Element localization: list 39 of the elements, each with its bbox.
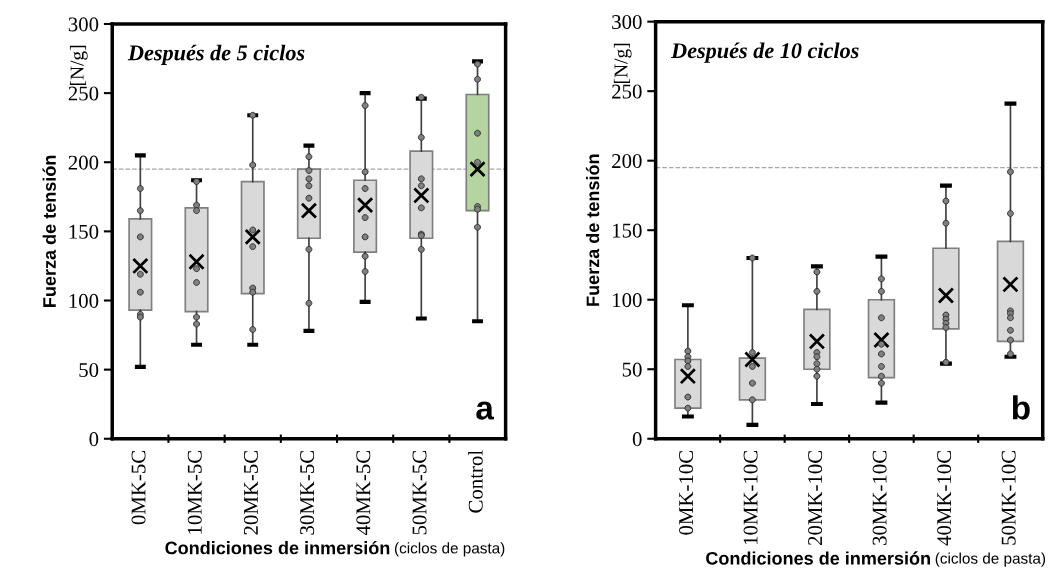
x-axis-title: Condiciones de inmersión xyxy=(706,551,930,565)
y-tick-label: 150 xyxy=(613,223,642,238)
y-axis-title: Fuerza de tensión xyxy=(585,154,600,306)
x-tick-label: 50MK-10C xyxy=(1001,451,1016,545)
y-tick-label: 0 xyxy=(632,432,642,447)
x-tick-label: 20MK-5C xyxy=(243,451,258,535)
y-tick-label: 250 xyxy=(68,86,99,101)
x-tick-label: 10MK-10C xyxy=(743,451,758,545)
text: (ciclos de pasta) xyxy=(394,542,505,557)
text: [N/g] xyxy=(69,45,88,86)
x-tick-label: 20MK-10C xyxy=(808,451,823,546)
y-tick-label: 100 xyxy=(613,293,642,308)
text: (ciclos de pasta) xyxy=(935,552,1046,567)
y-tick-label: 250 xyxy=(612,84,642,99)
y-tick-label: 0 xyxy=(89,432,99,447)
x-axis-title: Condiciones de inmersión xyxy=(165,540,390,555)
y-tick-label: 50 xyxy=(79,363,99,378)
y-tick-label: 50 xyxy=(622,362,642,377)
y-tick-label: 300 xyxy=(612,15,642,30)
y-axis-title: Fuerza de tensión xyxy=(42,155,56,307)
x-tick-label: 30MK-10C xyxy=(872,451,887,545)
x-tick-label: 10MK-5C xyxy=(187,451,202,534)
text: [N/g] xyxy=(613,43,632,83)
annotation: b xyxy=(1012,395,1030,420)
text: Después de 10 ciclos xyxy=(670,42,859,63)
x-tick-label: 30MK-5C xyxy=(300,451,315,535)
y-tick-label: 200 xyxy=(612,154,642,169)
y-tick-label: 150 xyxy=(69,224,99,239)
x-tick-label: 40MK-10C xyxy=(937,451,952,546)
x-tick-label: 0MK-5C xyxy=(131,451,146,525)
y-tick-label: 300 xyxy=(68,17,99,32)
x-tick-label: Control xyxy=(468,450,483,513)
y-tick-label: 100 xyxy=(69,293,99,308)
y-tick-label: 200 xyxy=(68,155,99,170)
x-tick-label: 40MK-5C xyxy=(356,451,371,536)
annotation: a xyxy=(476,401,495,420)
x-tick-label: 50MK-5C xyxy=(412,451,427,535)
x-tick-label: 0MK-10C xyxy=(679,451,694,535)
text: Después de 5 ciclos xyxy=(127,44,305,65)
